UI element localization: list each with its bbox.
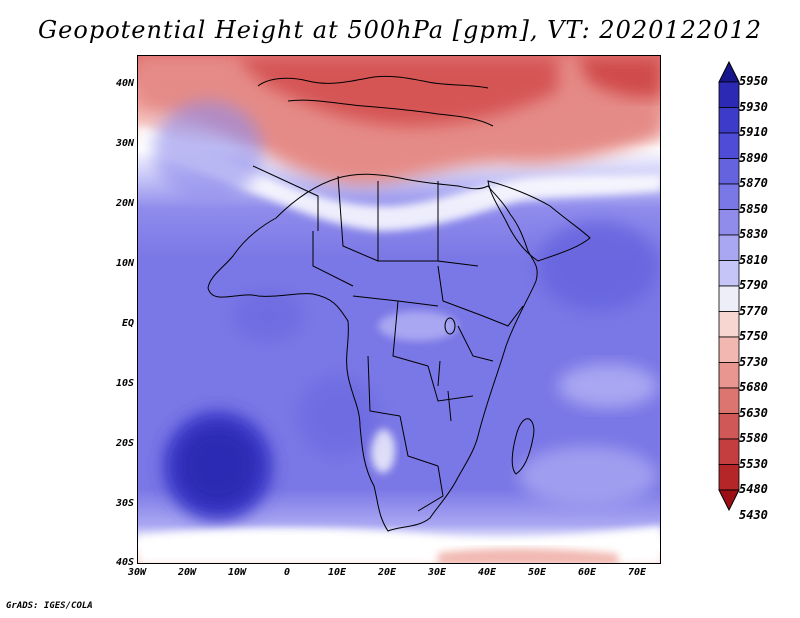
colorbar-level-label: 5630	[739, 405, 768, 420]
lon-label-10w: 10W	[227, 567, 247, 578]
colorbar	[718, 60, 740, 512]
colorbar-swatch	[718, 413, 740, 440]
colorbar-swatch	[718, 234, 740, 261]
colorbar-level-label: 5530	[739, 456, 768, 471]
colorbar-swatch	[718, 285, 740, 312]
colorbar-level-label: 5890	[739, 150, 768, 165]
lon-label-30w: 30W	[127, 567, 147, 578]
colorbar-level-label: 5790	[739, 278, 768, 292]
colorbar-swatch	[718, 438, 740, 465]
lat-label-20n: 20N	[115, 198, 134, 209]
colorbar-level-label: 5680	[739, 380, 768, 394]
colorbar-swatch	[718, 132, 740, 159]
colorbar-swatch	[718, 107, 740, 134]
colorbar-level-label: 5810	[739, 252, 768, 267]
colorbar-level-label: 5930	[739, 99, 768, 114]
lon-label-50e: 50E	[527, 567, 547, 578]
colorbar-swatch	[718, 336, 740, 363]
colorbar-level-label: 5830	[739, 227, 768, 241]
colorbar-swatch	[718, 158, 740, 185]
colorbar-level-label: 5430	[739, 507, 768, 522]
lat-label-10n: 10N	[115, 258, 134, 269]
lat-label-10s: 10S	[115, 378, 134, 389]
lon-label-10e: 10E	[327, 567, 347, 578]
lakes	[437, 317, 456, 422]
footer-credit: GrADS: IGES/COLA	[6, 601, 93, 611]
colorbar-swatch	[718, 464, 740, 491]
colorbar-swatch	[718, 387, 740, 414]
lon-label-0: 0	[283, 567, 291, 578]
colorbar-swatch	[718, 311, 740, 338]
colorbar-level-label: 5750	[739, 329, 768, 343]
country-borders	[207, 75, 591, 532]
lon-label-40e: 40E	[477, 567, 497, 578]
chart-title: Geopotential Height at 500hPa [gpm], VT:…	[38, 16, 762, 44]
colorbar-level-label: 5850	[739, 201, 768, 216]
colorbar-swatch	[718, 260, 740, 287]
colorbar-level-label: 5480	[739, 482, 768, 496]
map-plot-area	[137, 55, 661, 564]
lon-label-60e: 60E	[577, 567, 597, 578]
colorbar-swatch	[718, 81, 740, 108]
lat-label-30s: 30S	[115, 498, 134, 509]
lon-label-20e: 20E	[377, 567, 397, 578]
lon-label-70e: 70E	[627, 567, 647, 578]
colorbar-swatch	[718, 209, 740, 236]
lon-label-20w: 20W	[177, 567, 197, 578]
colorbar-bottom-arrow	[718, 489, 740, 512]
lon-label-30e: 30E	[427, 567, 447, 578]
colorbar-level-label: 5870	[739, 176, 768, 190]
colorbar-level-label: 5910	[739, 125, 768, 139]
colorbar-level-label: 5770	[739, 303, 768, 318]
lat-label-20s: 20S	[115, 438, 134, 449]
colorbar-level-label: 5950	[739, 74, 768, 88]
lat-label-40s: 40S	[115, 557, 134, 568]
lat-label-40n: 40N	[115, 78, 134, 89]
lat-label-30n: 30N	[115, 138, 134, 149]
colorbar-level-label: 5730	[739, 354, 768, 369]
colorbar-top-arrow	[718, 60, 740, 83]
colorbar-level-label: 5580	[739, 431, 768, 445]
colorbar-swatch	[718, 183, 740, 210]
colorbar-swatch	[718, 362, 740, 389]
height-field	[138, 56, 660, 563]
lat-label-eq: EQ	[121, 318, 134, 329]
